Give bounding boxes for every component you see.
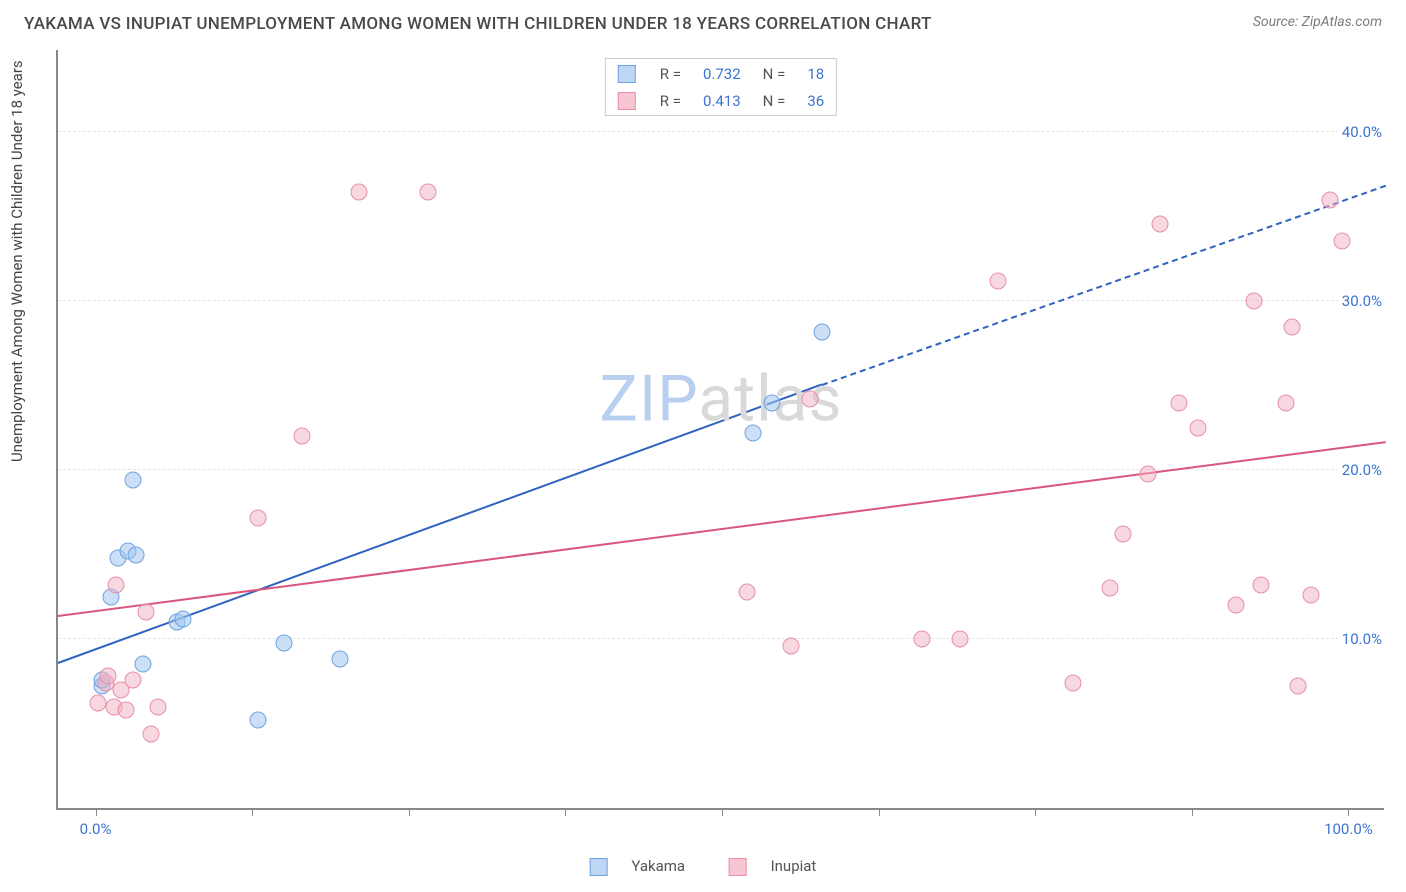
swatch-inupiat	[729, 858, 747, 876]
data-point	[745, 425, 762, 442]
gridline	[58, 300, 1384, 301]
data-point	[100, 668, 117, 685]
swatch-yakama	[590, 858, 608, 876]
data-point	[914, 631, 931, 648]
chart-container: Unemployment Among Women with Children U…	[0, 42, 1406, 892]
x-tick	[565, 808, 566, 816]
data-point	[782, 637, 799, 654]
data-point	[989, 273, 1006, 290]
data-point	[137, 604, 154, 621]
data-point	[1302, 587, 1319, 604]
swatch-inupiat	[618, 92, 636, 110]
x-tick	[722, 808, 723, 816]
data-point	[135, 656, 152, 673]
legend-row-inupiat: R = 0.413 N = 36	[608, 88, 834, 113]
swatch-yakama	[618, 65, 636, 83]
data-point	[1114, 526, 1131, 543]
gridline	[58, 469, 1384, 470]
legend-item-yakama: Yakama	[580, 857, 699, 875]
legend-label: Inupiat	[771, 857, 817, 875]
y-tick-label: 20.0%	[1338, 461, 1386, 479]
data-point	[801, 391, 818, 408]
y-tick-label: 10.0%	[1338, 630, 1386, 648]
x-tick	[1192, 808, 1193, 816]
plot-area: ZIPatlas R = 0.732 N = 18 R = 0.413 N = …	[56, 50, 1384, 810]
n-label: N =	[753, 88, 796, 113]
r-value: 0.732	[693, 61, 751, 86]
header: YAKAMA VS INUPIAT UNEMPLOYMENT AMONG WOM…	[0, 0, 1406, 40]
data-point	[90, 695, 107, 712]
data-point	[250, 712, 267, 729]
r-label: R =	[650, 88, 691, 113]
x-tick	[252, 808, 253, 816]
data-point	[125, 671, 142, 688]
chart-title: YAKAMA VS INUPIAT UNEMPLOYMENT AMONG WOM…	[24, 14, 932, 34]
legend-item-inupiat: Inupiat	[719, 857, 827, 875]
data-point	[107, 577, 124, 594]
data-point	[952, 631, 969, 648]
correlation-legend: R = 0.732 N = 18 R = 0.413 N = 36	[605, 58, 837, 116]
series-legend: Yakama Inupiat	[570, 857, 837, 876]
data-point	[250, 509, 267, 526]
y-tick-label: 40.0%	[1338, 123, 1386, 141]
watermark-zip: ZIP	[600, 361, 699, 436]
data-point	[127, 546, 144, 563]
data-point	[142, 725, 159, 742]
data-point	[294, 428, 311, 445]
data-point	[350, 183, 367, 200]
x-tick	[96, 808, 97, 816]
data-point	[1171, 394, 1188, 411]
data-point	[1246, 293, 1263, 310]
data-point	[1102, 580, 1119, 597]
n-value: 36	[797, 88, 834, 113]
data-point	[1334, 232, 1351, 249]
trend-line	[58, 441, 1386, 617]
data-point	[764, 394, 781, 411]
data-point	[1284, 318, 1301, 335]
data-point	[1227, 597, 1244, 614]
data-point	[1190, 420, 1207, 437]
data-point	[419, 183, 436, 200]
y-tick-label: 30.0%	[1338, 292, 1386, 310]
gridline	[58, 638, 1384, 639]
gridline	[58, 131, 1384, 132]
data-point	[331, 651, 348, 668]
data-point	[1252, 577, 1269, 594]
x-tick	[1348, 808, 1349, 816]
data-point	[125, 472, 142, 489]
data-point	[1321, 192, 1338, 209]
data-point	[150, 698, 167, 715]
source-label: Source: ZipAtlas.com	[1253, 14, 1382, 30]
data-point	[275, 634, 292, 651]
n-value: 18	[797, 61, 834, 86]
data-point	[814, 323, 831, 340]
data-point	[1064, 675, 1081, 692]
data-point	[117, 702, 134, 719]
r-label: R =	[650, 61, 691, 86]
n-label: N =	[753, 61, 796, 86]
r-value: 0.413	[693, 88, 751, 113]
data-point	[1152, 215, 1169, 232]
trend-line	[822, 185, 1386, 386]
x-tick-label: 0.0%	[80, 820, 112, 838]
legend-row-yakama: R = 0.732 N = 18	[608, 61, 834, 86]
x-tick	[1035, 808, 1036, 816]
x-tick	[409, 808, 410, 816]
data-point	[1277, 394, 1294, 411]
data-point	[175, 610, 192, 627]
x-tick-label: 100.0%	[1324, 820, 1373, 838]
data-point	[739, 583, 756, 600]
data-point	[1290, 678, 1307, 695]
legend-label: Yakama	[631, 857, 685, 875]
x-tick	[879, 808, 880, 816]
y-axis-label: Unemployment Among Women with Children U…	[8, 60, 26, 462]
data-point	[1139, 465, 1156, 482]
